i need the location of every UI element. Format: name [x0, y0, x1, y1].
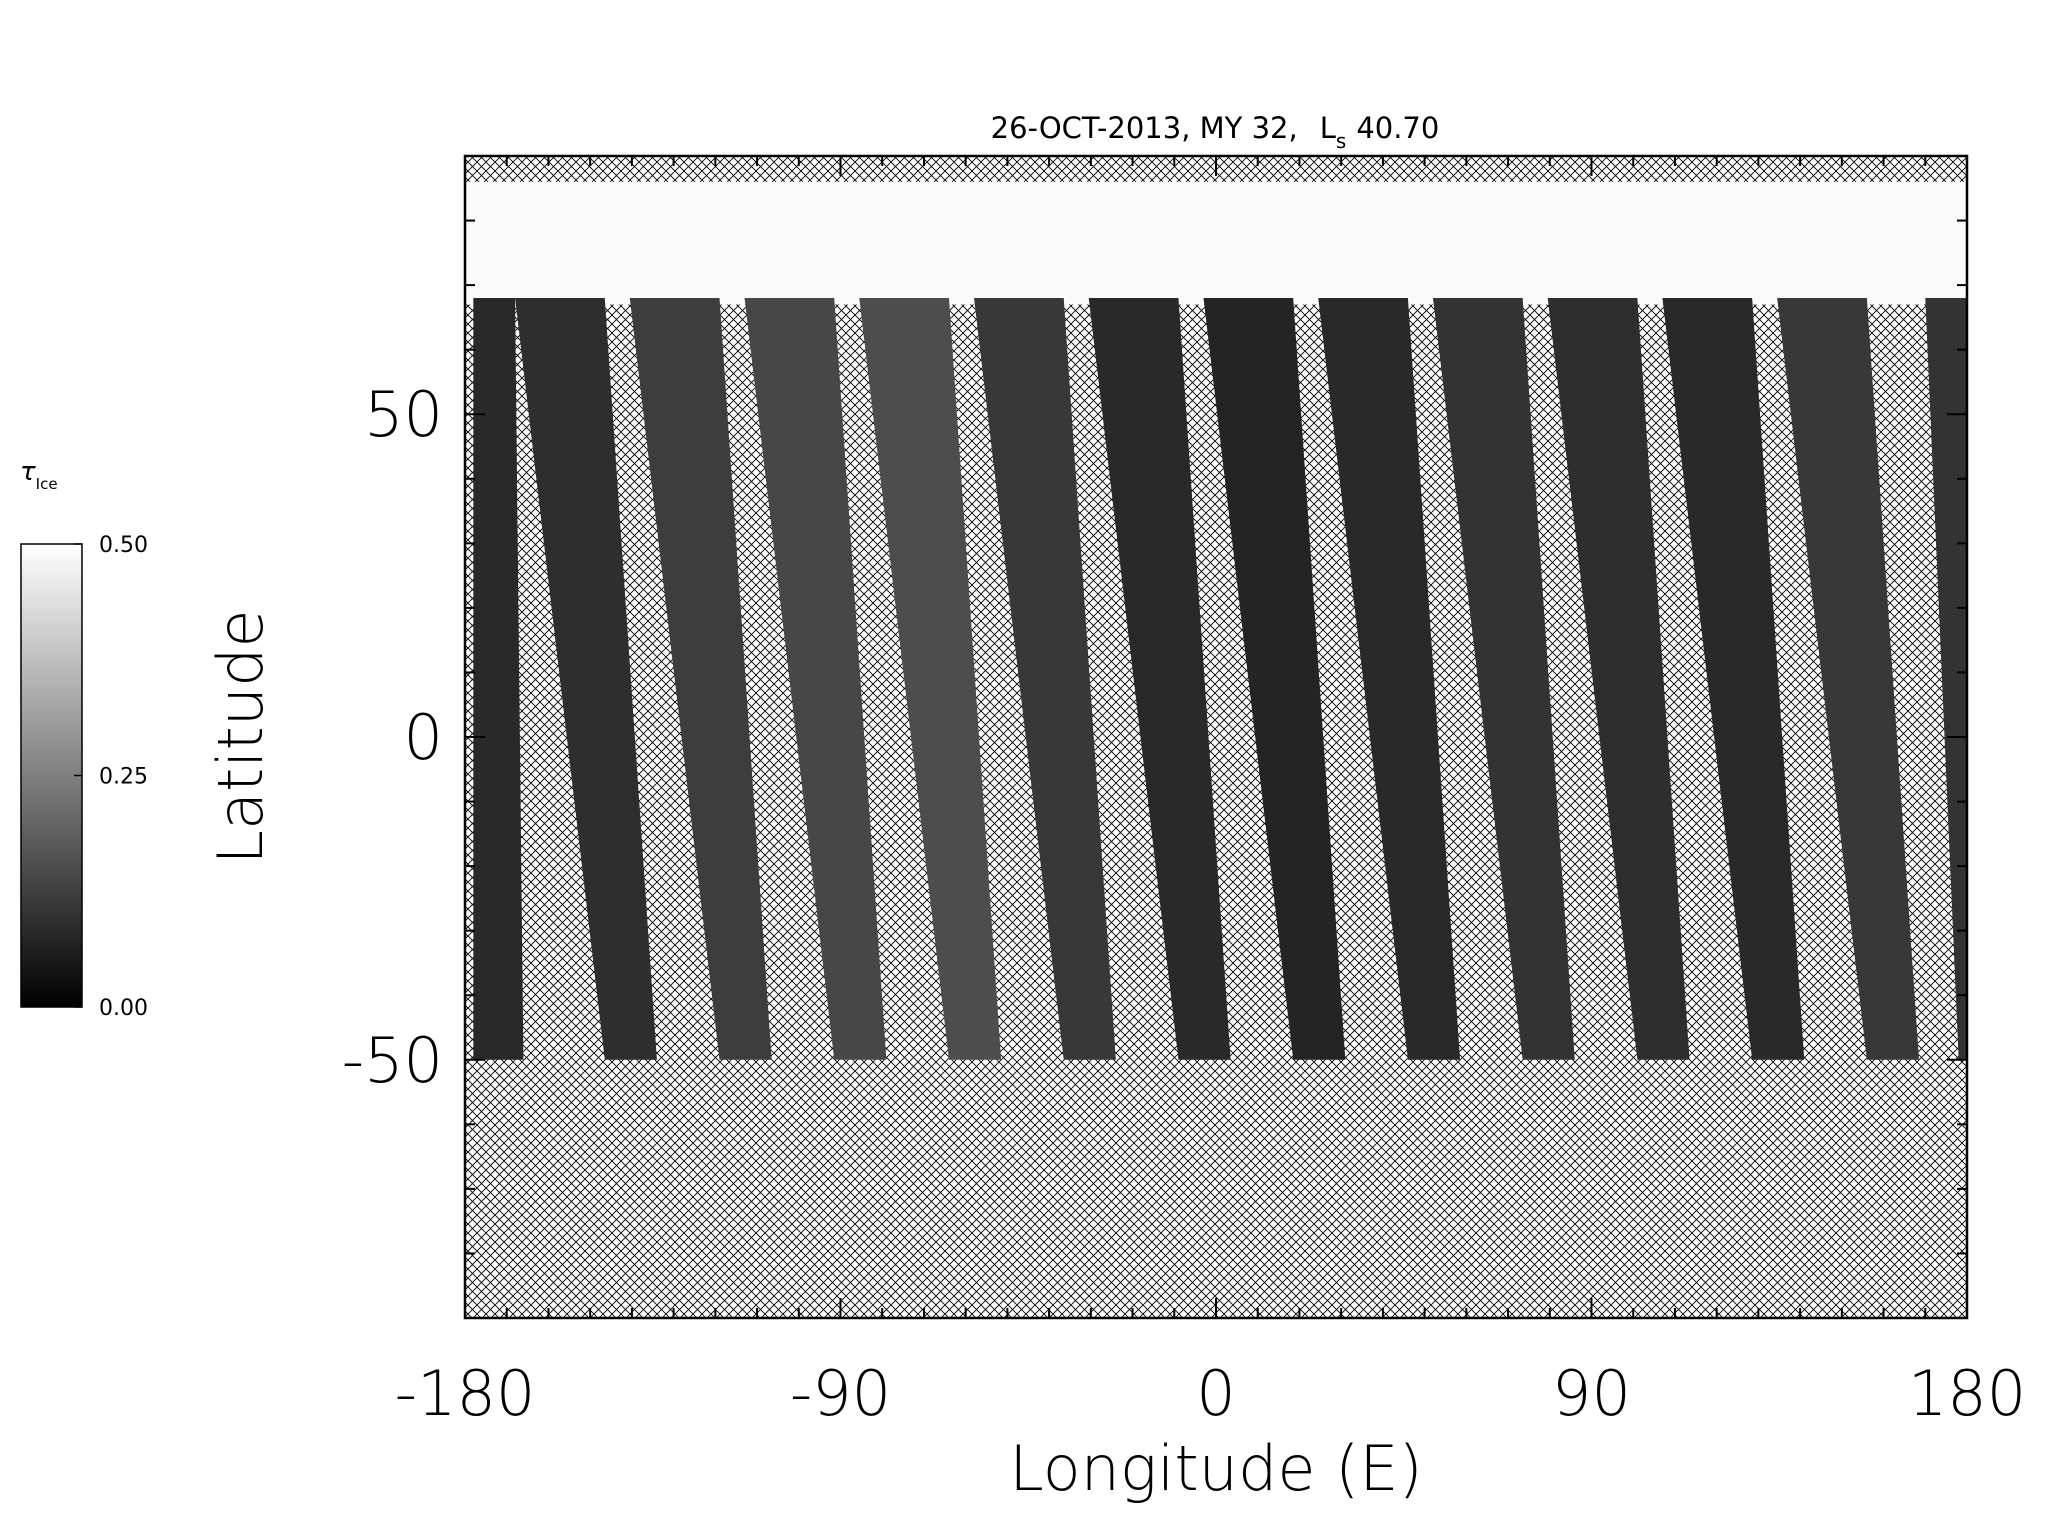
swath [1925, 298, 1967, 1060]
y-tick-label: 0 [404, 701, 443, 774]
colorbar-tick-label: 0.25 [99, 765, 148, 790]
swath [515, 298, 657, 1060]
swath [744, 298, 887, 1060]
colorbar-subscript: Ice [36, 475, 58, 493]
colorbar-symbol: τ [20, 457, 36, 487]
map-layer [465, 181, 1967, 1060]
swath [974, 298, 1116, 1060]
swath [859, 298, 1002, 1060]
swath [1203, 298, 1346, 1060]
swath [629, 298, 772, 1060]
colorbar-tick-label: 0.50 [99, 533, 148, 558]
y-tick-label: -50 [342, 1024, 443, 1097]
chart-title: 26-OCT-2013, MY 32, Ls 40.70 [991, 111, 1440, 153]
colorbar [20, 543, 83, 1008]
x-tick-label: 0 [1196, 1357, 1235, 1430]
colorbar-tick-label: 0.00 [99, 996, 148, 1021]
x-tick-label: -90 [790, 1357, 891, 1430]
y-axis-label: Latitude [204, 609, 277, 864]
ls-subscript: s [1336, 129, 1346, 153]
swath [1318, 298, 1461, 1060]
colorbar-label: τIce [20, 457, 58, 493]
x-axis-label: Longitude (E) [1009, 1432, 1422, 1505]
swath [1088, 298, 1231, 1060]
swath [1662, 298, 1805, 1060]
swath [1432, 298, 1575, 1060]
x-tick-label: -180 [395, 1357, 536, 1430]
x-tick-label: 180 [1908, 1357, 2026, 1430]
ls-symbol: L [1320, 111, 1336, 145]
swath [1777, 298, 1920, 1060]
swath [473, 298, 524, 1060]
ls-value: 40.70 [1356, 111, 1439, 145]
x-tick-label: 90 [1552, 1357, 1631, 1430]
swath [1547, 298, 1690, 1060]
polar-cap [465, 181, 1967, 305]
title-text: 26-OCT-2013, MY 32, [991, 111, 1298, 145]
y-tick-label: 50 [364, 378, 443, 451]
